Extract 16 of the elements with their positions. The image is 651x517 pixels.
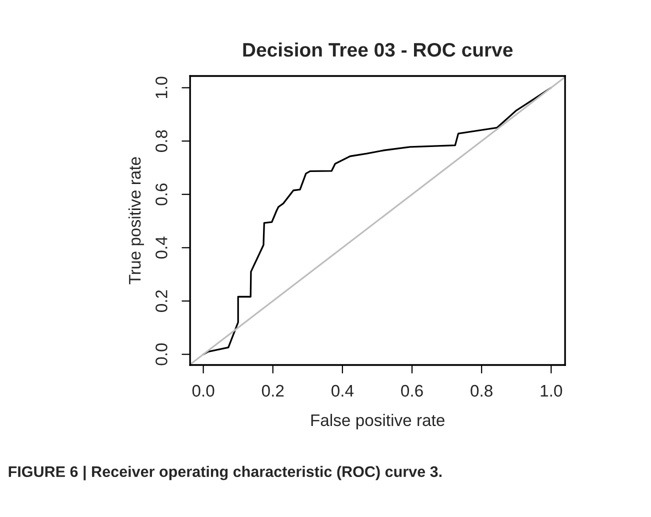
x-tick-label: 0.2	[262, 384, 284, 397]
y-tick-label: 0.6	[156, 184, 168, 206]
x-axis-title: False positive rate	[311, 414, 444, 430]
x-tick-label: 0.4	[332, 384, 354, 397]
y-tick-label: 0.2	[156, 290, 168, 312]
x-tick-label: 0.8	[470, 384, 492, 397]
y-tick-label: 1.0	[156, 76, 168, 98]
y-axis-title: True positive rate	[128, 157, 144, 284]
y-tick-label: 0.4	[156, 236, 168, 259]
x-tick-label: 1.0	[540, 384, 562, 397]
x-tick-label: 0.6	[401, 384, 423, 397]
x-tick-label: 0.0	[192, 384, 214, 397]
y-tick-label: 0.0	[156, 343, 168, 366]
caption: FIGURE 6 | Receiver operating characteristic (ROC) curve 3.	[8, 466, 442, 480]
chart-title: Decision Tree 03 - ROC curve	[243, 42, 513, 57]
y-tick-label: 0.8	[156, 130, 168, 152]
